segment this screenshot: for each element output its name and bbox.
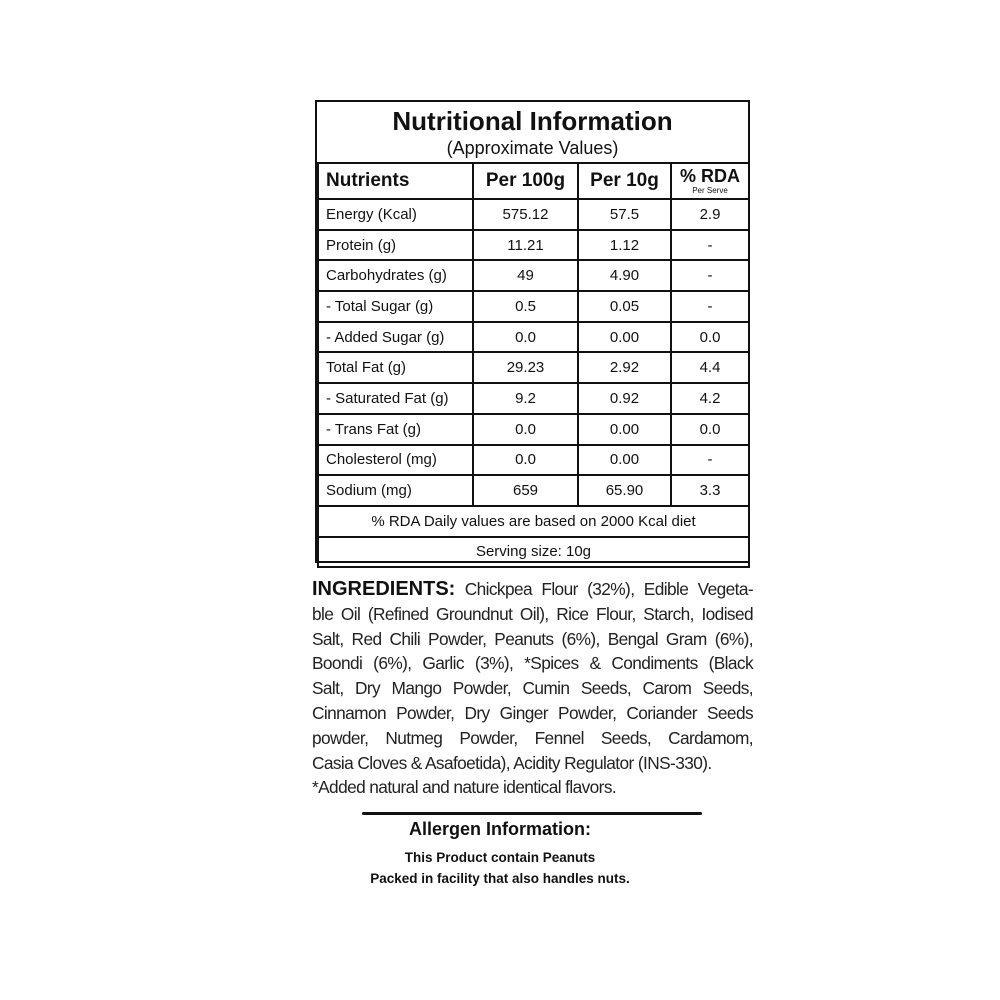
rda-value: - [670, 228, 750, 262]
table-row: Total Fat (g) 29.23 2.92 4.4 [317, 351, 750, 385]
per-100g-value: 0.0 [472, 443, 579, 477]
rda-value: 4.4 [670, 351, 750, 385]
per-10g-value: 2.92 [577, 351, 672, 385]
per-10g-value: 1.12 [577, 228, 672, 262]
rda-value: 3.3 [670, 474, 750, 507]
per-100g-value: 9.2 [472, 382, 579, 415]
ingredients-line: Boondi (6%), Garlic (3%), *Spices & Cond… [312, 653, 754, 674]
rda-footnote: % RDA Daily values are based on 2000 Kca… [317, 504, 750, 538]
allergen-line-2: Packed in facility that also handles nut… [370, 871, 630, 886]
per-10g-value: 0.00 [577, 320, 672, 354]
ingredients-line: *Added natural and nature identical flav… [312, 777, 617, 798]
ingredients-line: Salt, Dry Mango Powder, Cumin Seeds, Car… [312, 678, 754, 699]
header-rda: % RDA Per Serve [670, 162, 750, 200]
per-100g-value: 659 [472, 474, 579, 507]
allergen-title: Allergen Information: [408, 819, 591, 839]
per-10g-value: 0.05 [577, 290, 672, 323]
rda-value: 2.9 [670, 198, 750, 231]
table-title: Nutritional Information [392, 106, 673, 136]
per-100g-value: 11.21 [472, 228, 579, 262]
table-row: Cholesterol (mg) 0.0 0.00- [317, 443, 750, 477]
nutrient-name: Energy (Kcal) [317, 198, 474, 231]
table-row: - Trans Fat (g) 0.0 0.00 0.0 [317, 412, 750, 446]
ingredients-line: Casia Cloves & Asafoetida), Acidity Regu… [312, 752, 712, 773]
ingredients-block: INGREDIENTS: Chickpea Flour (32%), Edibl… [312, 577, 754, 800]
table-row: Energy (Kcal) 575.12 57.5 2.9 [317, 198, 750, 231]
per-10g-value: 57.5 [577, 198, 672, 231]
nutrition-table: Nutrients Per 100g Per 10g % RDA Per Serv… [317, 162, 750, 569]
serving-size: Serving size: 10g [317, 535, 750, 569]
ingredients-line: Cinnamon Powder, Dry Ginger Powder, Cori… [312, 702, 754, 723]
header-nutrients: Nutrients [317, 162, 474, 200]
rda-value: 0.0 [670, 320, 750, 354]
nutrition-table-panel: Nutritional Information (Approximate Val… [315, 100, 750, 569]
nutrient-name: Cholesterol (mg) [317, 443, 474, 477]
nutrient-name: - Total Sugar (g) [317, 290, 474, 323]
per-100g-value: 0.0 [472, 320, 579, 354]
ingredients-line: Salt, Red Chili Powder, Peanuts (6%), Be… [312, 628, 754, 649]
per-10g-value: 65.90 [577, 474, 672, 507]
per-10g-value: 0.00 [577, 443, 672, 477]
header-per-100g: Per 100g [472, 162, 579, 200]
rda-label: % RDA [679, 166, 740, 186]
ingredients-line: powder, Nutmeg Powder, Fennel Seeds, Car… [312, 727, 754, 748]
table-row: Sodium (mg) 659 65.90 3.3 [317, 474, 750, 507]
rda-value: 0.0 [670, 412, 750, 446]
nutrient-name: - Saturated Fat (g) [317, 382, 474, 415]
per-100g-value: 575.12 [472, 198, 579, 231]
table-subtitle: (Approximate Values) [446, 138, 619, 158]
ingredients-line: ble Oil (Refined Groundnut Oil), Rice Fl… [312, 603, 754, 624]
rda-value: - [670, 259, 750, 293]
per-serve-label: Per Serve [692, 186, 728, 195]
nutrient-name: Carbohydrates (g) [317, 259, 474, 293]
per-100g-value: 29.23 [472, 351, 579, 385]
ingredients-label: INGREDIENTS: [312, 578, 456, 600]
per-100g-value: 0.5 [472, 290, 579, 323]
per-100g-value: 49 [472, 259, 579, 293]
per-10g-value: 4.90 [577, 259, 672, 293]
table-row: Carbohydrates (g) 49 4.90- [317, 259, 750, 293]
table-row: - Added Sugar (g) 0.0 0.00 0.0 [317, 320, 750, 354]
divider [362, 812, 702, 815]
nutrient-name: Total Fat (g) [317, 351, 474, 385]
nutrient-name: - Trans Fat (g) [317, 412, 474, 446]
per-100g-value: 0.0 [472, 412, 579, 446]
header-per-10g: Per 10g [577, 162, 672, 200]
rda-value: - [670, 443, 750, 477]
ingredients-text: Chickpea Flour (32%), Edible Vegeta- [455, 579, 754, 599]
table-row: Protein (g) 11.21 1.12- [317, 228, 750, 262]
per-10g-value: 0.92 [577, 382, 672, 415]
nutrient-name: - Added Sugar (g) [317, 320, 474, 354]
table-row: - Total Sugar (g) 0.5 0.05- [317, 290, 750, 323]
table-row: - Saturated Fat (g) 9.2 0.92 4.2 [317, 382, 750, 415]
rda-value: - [670, 290, 750, 323]
ingredients-line: INGREDIENTS: Chickpea Flour (32%), Edibl… [312, 577, 754, 602]
rda-value: 4.2 [670, 382, 750, 415]
nutrient-name: Protein (g) [317, 228, 474, 262]
header-row: Nutrients Per 100g Per 10g % RDA Per Serv… [317, 162, 750, 200]
per-10g-value: 0.00 [577, 412, 672, 446]
allergen-line-1: This Product contain Peanuts [404, 850, 596, 865]
nutrient-name: Sodium (mg) [317, 474, 474, 507]
